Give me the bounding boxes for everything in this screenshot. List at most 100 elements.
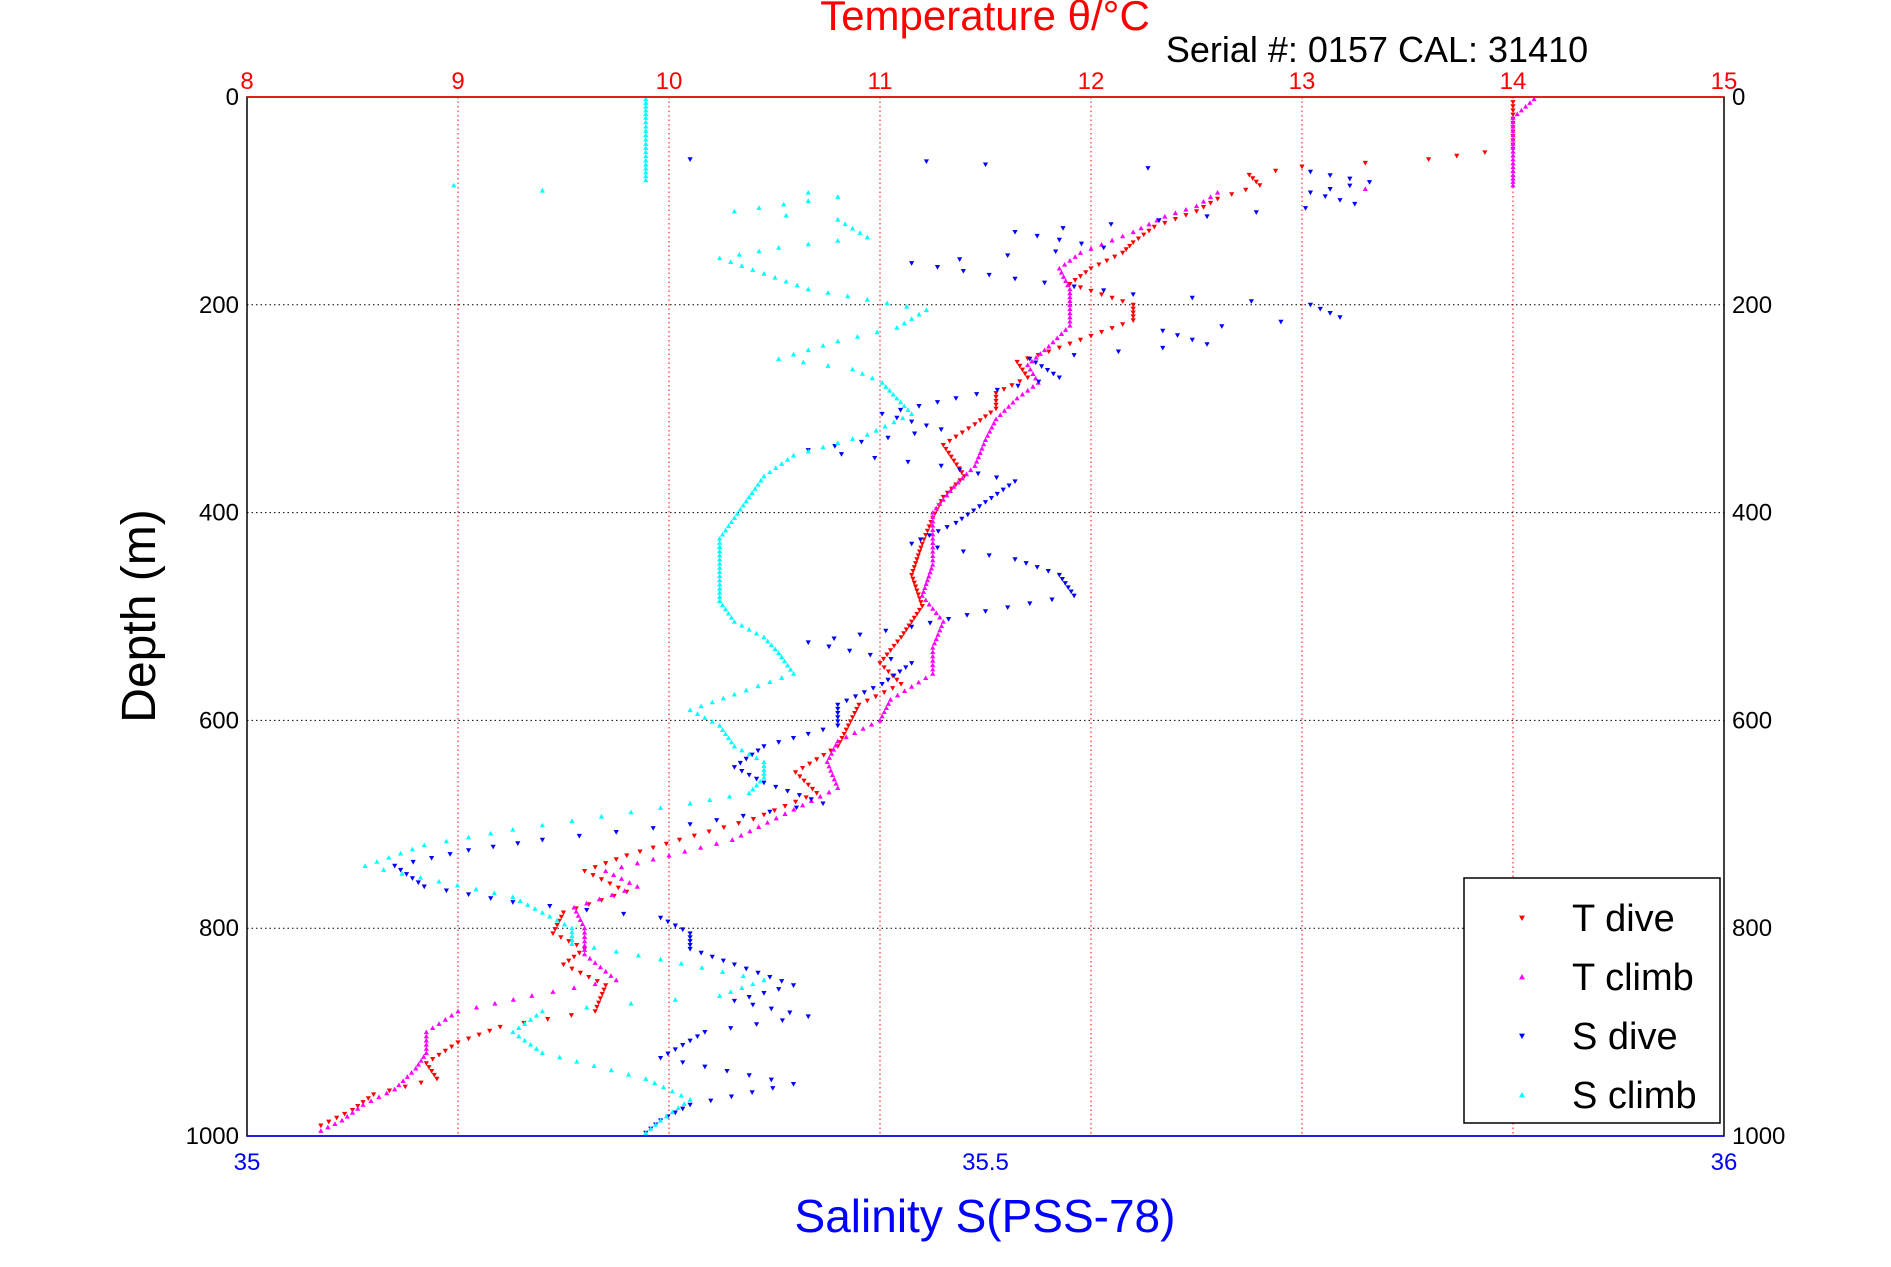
data-point (966, 426, 972, 432)
data-point (717, 255, 723, 261)
data-point (922, 585, 928, 591)
data-point (1067, 310, 1073, 316)
data-point (423, 1041, 429, 1047)
data-point (1054, 335, 1060, 341)
data-point (576, 833, 582, 839)
data-point (598, 813, 605, 819)
data-point (750, 267, 756, 272)
data-point (1067, 306, 1073, 312)
data-point (852, 730, 858, 735)
data-point (1058, 269, 1065, 275)
data-point (717, 544, 723, 549)
data-point (772, 646, 778, 652)
data-point (1146, 221, 1152, 227)
data-point (1019, 367, 1026, 373)
data-point (1510, 104, 1516, 109)
data-point (598, 877, 605, 882)
data-point (1009, 383, 1015, 388)
data-point (558, 935, 564, 940)
data-point (423, 1061, 429, 1066)
data-point (1025, 362, 1031, 368)
data-point (571, 985, 577, 991)
data-point (1012, 276, 1018, 282)
data-point (510, 894, 516, 900)
data-point (672, 1110, 678, 1116)
data-point (828, 751, 835, 756)
data-point (903, 665, 909, 671)
data-point (765, 638, 771, 644)
data-point (717, 594, 723, 599)
data-point (809, 786, 816, 792)
data-point (943, 446, 949, 452)
data-point (835, 702, 841, 708)
data-point (933, 636, 939, 642)
data-point (872, 455, 878, 461)
data-point (923, 159, 930, 165)
data-point (933, 505, 939, 511)
data-point (1510, 136, 1516, 142)
data-point (547, 904, 553, 909)
data-point (883, 384, 889, 389)
data-point (547, 913, 553, 919)
data-point (750, 786, 756, 792)
data-point (974, 392, 980, 397)
data-point (930, 606, 936, 611)
data-point (917, 537, 924, 543)
data-point (714, 818, 720, 823)
data-point (1510, 100, 1516, 105)
data-point (554, 923, 560, 928)
data-point (1045, 568, 1051, 574)
data-point (959, 475, 965, 481)
data-point (728, 1094, 735, 1100)
data-point (722, 731, 729, 736)
data-point (914, 557, 920, 562)
data-point (362, 863, 368, 868)
data-point (1046, 349, 1052, 355)
data-point (1135, 236, 1142, 242)
data-point (1098, 329, 1105, 335)
data-point (657, 915, 664, 921)
data-point (926, 601, 932, 607)
data-point (1063, 327, 1069, 332)
data-point (586, 974, 592, 980)
data-point (784, 457, 791, 462)
data-point (691, 833, 697, 839)
data-point (1510, 123, 1516, 129)
data-point (825, 363, 831, 368)
data-point (643, 169, 649, 175)
data-point (1327, 187, 1333, 192)
data-point (731, 515, 738, 520)
data-point (717, 540, 723, 545)
legend-label: S climb (1572, 1075, 1697, 1117)
data-point (417, 874, 424, 880)
data-point (930, 535, 936, 541)
data-point (566, 958, 572, 964)
series-t-climb (318, 96, 1537, 1133)
data-point (919, 604, 925, 609)
data-point (694, 1034, 701, 1040)
data-point (1510, 115, 1516, 120)
data-point (832, 444, 838, 449)
data-point (1041, 347, 1048, 353)
data-point (736, 821, 742, 826)
data-point (826, 789, 832, 795)
series-s-climb (362, 96, 930, 1135)
data-point (894, 639, 901, 645)
data-point (826, 644, 832, 650)
data-point (940, 619, 946, 624)
data-point (596, 896, 602, 902)
data-point (930, 671, 936, 676)
data-point (449, 1044, 455, 1050)
data-point (1072, 278, 1078, 283)
data-point (552, 927, 558, 932)
data-point (825, 290, 831, 295)
data-point (643, 161, 649, 167)
data-point (870, 686, 876, 691)
data-point (843, 734, 849, 740)
data-point (894, 692, 901, 698)
data-point (858, 439, 865, 445)
data-point (657, 1055, 664, 1061)
data-point (510, 997, 516, 1002)
data-point (421, 884, 427, 890)
data-point (800, 359, 806, 365)
